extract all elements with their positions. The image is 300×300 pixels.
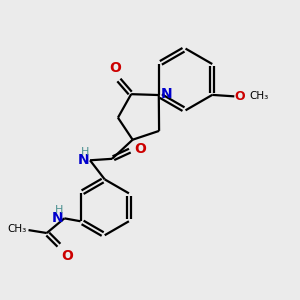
- Text: N: N: [52, 211, 64, 225]
- Text: CH₃: CH₃: [7, 224, 26, 235]
- Text: N: N: [161, 88, 173, 101]
- Text: H: H: [55, 205, 64, 215]
- Text: CH₃: CH₃: [250, 92, 269, 101]
- Text: O: O: [134, 142, 146, 155]
- Text: H: H: [81, 147, 89, 157]
- Text: N: N: [77, 153, 89, 167]
- Text: O: O: [61, 249, 73, 263]
- Text: O: O: [110, 61, 122, 75]
- Text: O: O: [234, 90, 245, 103]
